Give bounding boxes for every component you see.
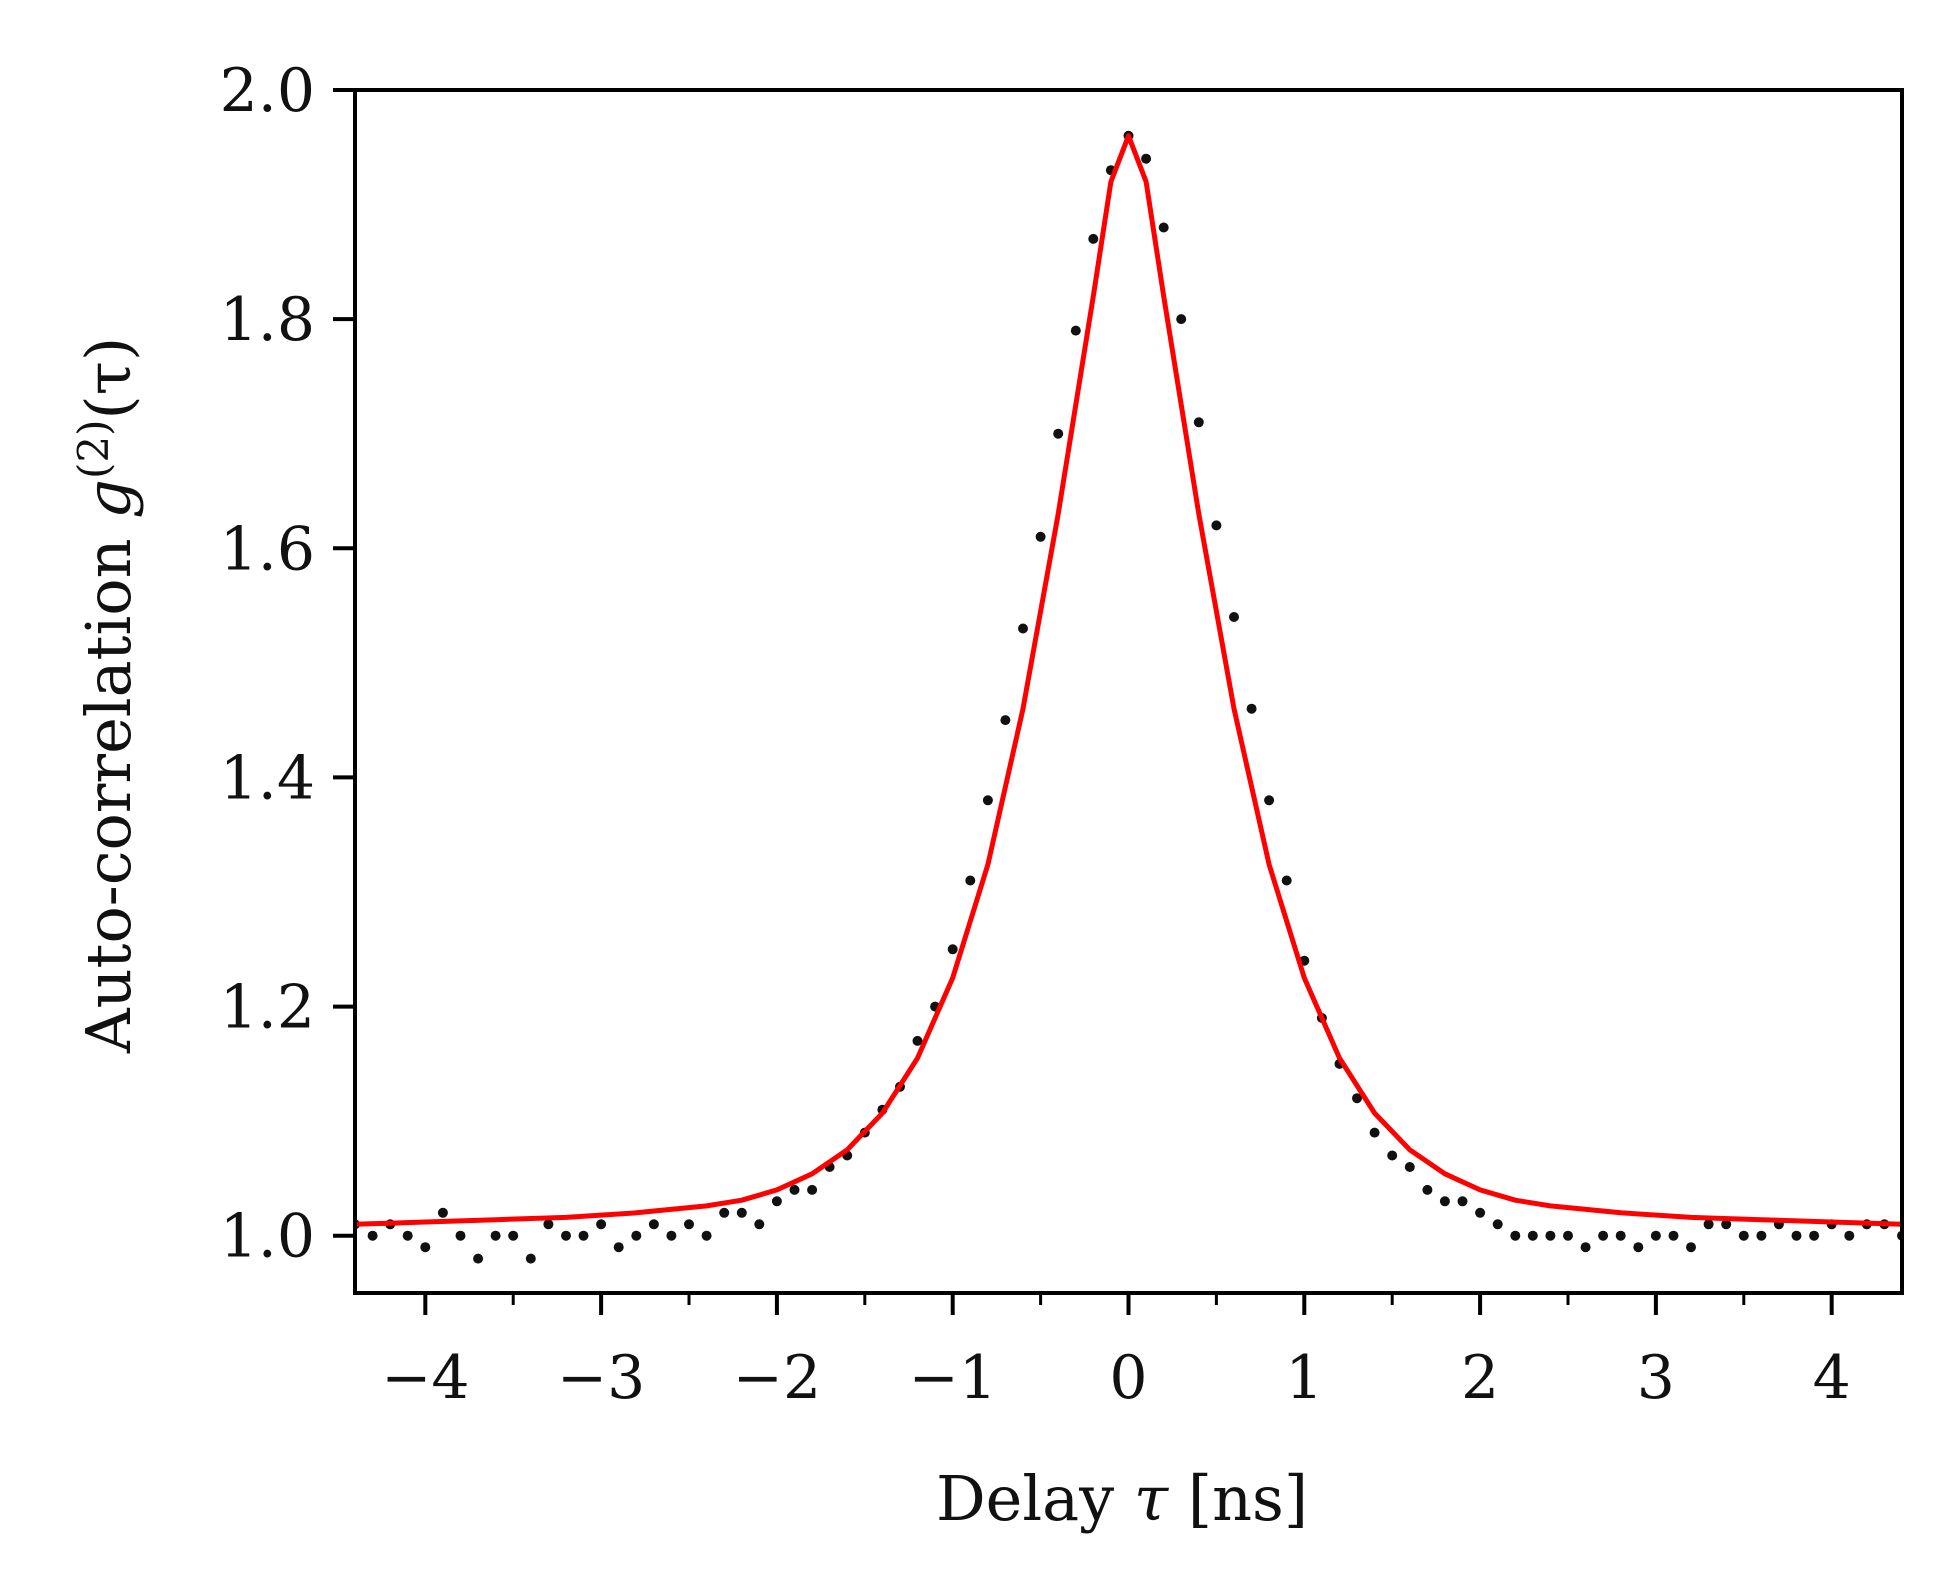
data-point [1053, 428, 1064, 439]
data-point [455, 1230, 466, 1241]
data-point [1563, 1230, 1573, 1241]
data-point [1510, 1230, 1521, 1241]
data-point [561, 1230, 571, 1241]
data-point [982, 795, 993, 806]
y-tick-label: 1.8 [220, 285, 315, 355]
data-point [1211, 520, 1222, 531]
y-tick-label: 1.6 [220, 514, 315, 584]
data-point [402, 1230, 413, 1241]
data-point [684, 1219, 694, 1230]
data-point [1809, 1230, 1820, 1241]
data-point [490, 1230, 501, 1241]
data-point [1580, 1242, 1591, 1253]
y-tick-label: 2.0 [220, 56, 315, 126]
data-point [1404, 1162, 1415, 1172]
data-point [1070, 325, 1081, 336]
data-point [1158, 222, 1169, 233]
data-point [1141, 153, 1152, 164]
data-point [1018, 623, 1028, 634]
data-point [648, 1219, 659, 1230]
data-point [1176, 314, 1187, 325]
data-point [1738, 1230, 1749, 1241]
data-point [807, 1184, 818, 1195]
data-point [719, 1207, 730, 1218]
x-tick-label: −3 [557, 1343, 645, 1413]
data-point [473, 1253, 484, 1264]
data-point [1229, 612, 1239, 622]
data-point [1246, 703, 1257, 714]
data-point [1369, 1127, 1380, 1138]
data-point [1088, 233, 1099, 244]
x-tick-label: 2 [1461, 1343, 1499, 1413]
scatter-series [355, 130, 1902, 1264]
data-point [543, 1219, 554, 1230]
x-tick-label: 3 [1637, 1343, 1675, 1413]
y-tick-label: 1.2 [220, 973, 315, 1043]
data-point [437, 1207, 448, 1218]
data-point [1756, 1230, 1767, 1241]
data-point [1527, 1230, 1538, 1241]
data-point [525, 1253, 536, 1264]
axes: −4 −3 −2 −1 0 1 2 3 4 1.0 1.2 1.4 1.6 1.8 2.0 [220, 56, 1904, 1413]
data-point [1633, 1242, 1644, 1253]
data-point [508, 1230, 519, 1241]
x-tick-label: −4 [381, 1343, 469, 1413]
data-point [1035, 531, 1046, 542]
data-point [1000, 715, 1011, 726]
data-point [1422, 1184, 1433, 1195]
data-point [631, 1230, 642, 1241]
x-axis-label: Delay τ [ns] [936, 1462, 1308, 1535]
data-point [754, 1219, 765, 1230]
data-point [578, 1230, 589, 1241]
data-point [1545, 1230, 1556, 1241]
data-point [1387, 1150, 1398, 1161]
data-point [701, 1230, 712, 1241]
data-point [420, 1242, 431, 1253]
data-point [367, 1230, 378, 1241]
data-point [1721, 1219, 1732, 1230]
data-point [613, 1242, 624, 1253]
data-point [1650, 1230, 1661, 1241]
data-point [1352, 1093, 1362, 1104]
x-tick-label: −1 [908, 1343, 996, 1413]
data-point [789, 1184, 800, 1195]
axis-labels: Delay τ [ns] Auto-correlation g(2)(τ) [69, 337, 1308, 1535]
data-point [1193, 417, 1204, 428]
data-point [1615, 1230, 1626, 1241]
data-point [666, 1230, 677, 1241]
data-point [1791, 1230, 1802, 1241]
y-tick-label: 1.0 [220, 1202, 315, 1272]
data-point [912, 1035, 923, 1046]
data-point [596, 1219, 607, 1230]
y-axis-label: Auto-correlation g(2)(τ) [69, 337, 145, 1054]
data-point [965, 875, 976, 886]
x-tick-label: 1 [1285, 1343, 1323, 1413]
data-point [1686, 1242, 1696, 1253]
data-point [1281, 875, 1292, 886]
data-point [1703, 1219, 1714, 1230]
data-point [736, 1207, 747, 1218]
fit-curve [355, 133, 1902, 1227]
data-point [1475, 1207, 1486, 1218]
plot-area [355, 130, 1902, 1264]
x-tick-label: −2 [733, 1343, 821, 1413]
data-point [771, 1196, 782, 1207]
data-point [947, 944, 958, 955]
plot-frame [353, 88, 1904, 1295]
data-point [1668, 1230, 1679, 1241]
data-point [1264, 795, 1275, 806]
data-point [1492, 1219, 1503, 1230]
data-point [1457, 1196, 1468, 1207]
x-tick-label: 0 [1109, 1343, 1147, 1413]
y-tick-label: 1.4 [220, 743, 315, 813]
data-point [1439, 1196, 1450, 1207]
data-point [1598, 1230, 1609, 1241]
data-point [1844, 1230, 1855, 1241]
x-tick-label: 4 [1813, 1343, 1851, 1413]
